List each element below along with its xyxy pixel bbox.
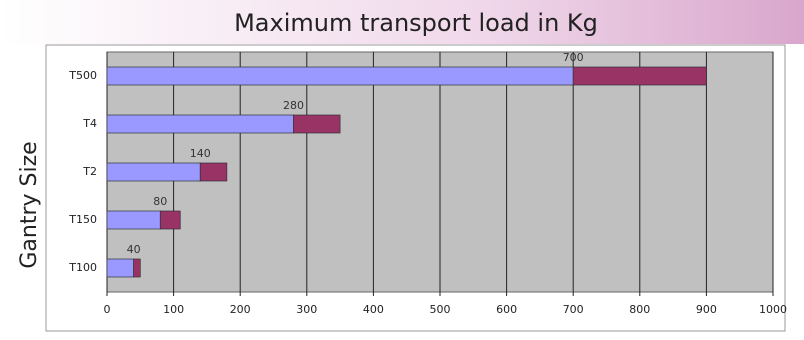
x-tick-label: 900: [696, 303, 717, 316]
bar: [572, 66, 707, 86]
x-tick-label: 500: [430, 303, 451, 316]
value-label: 280: [283, 99, 304, 112]
x-tick-label: 200: [230, 303, 251, 316]
x-tick-label: 1000: [759, 303, 787, 316]
bar: [133, 258, 141, 278]
value-label: 700: [563, 51, 584, 64]
x-tick-label: 300: [296, 303, 317, 316]
bar: [159, 210, 181, 230]
y-tick-label: T2: [82, 165, 97, 178]
bar: [293, 114, 341, 134]
y-tick-label: T500: [68, 69, 97, 82]
x-tick-label: 600: [496, 303, 517, 316]
value-label: 140: [190, 147, 211, 160]
bar: [106, 210, 161, 230]
value-label: 40: [127, 243, 141, 256]
bar: [106, 66, 574, 86]
x-tick-label: 700: [563, 303, 584, 316]
value-label: 80: [153, 195, 167, 208]
bar: [106, 114, 294, 134]
y-tick-label: T100: [68, 261, 97, 274]
x-tick-label: 400: [363, 303, 384, 316]
bar: [199, 162, 228, 182]
x-tick-label: 0: [104, 303, 111, 316]
y-tick-label: T150: [68, 213, 97, 226]
chart-title: Maximum transport load in Kg: [234, 9, 598, 37]
y-tick-label: T4: [82, 117, 97, 130]
x-tick-label: 100: [163, 303, 184, 316]
bar: [106, 258, 134, 278]
title-band: [0, 0, 804, 44]
bar: [106, 162, 201, 182]
x-tick-label: 800: [629, 303, 650, 316]
y-axis-label: Gantry Size: [17, 141, 42, 268]
